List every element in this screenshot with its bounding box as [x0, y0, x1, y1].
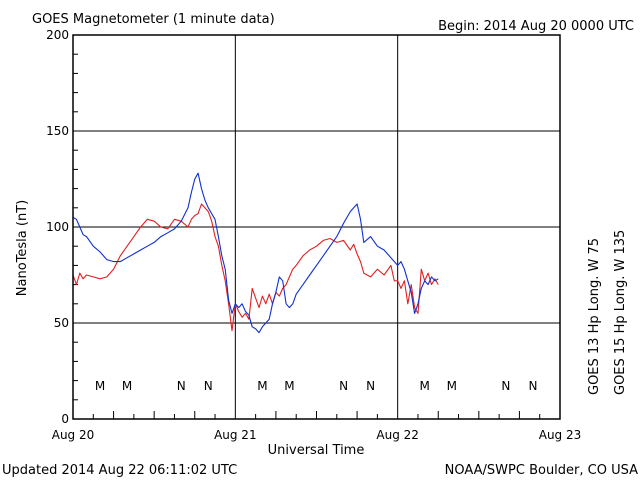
legend-goes15: GOES 15 Hp Long. W 135 — [613, 230, 628, 395]
mn-marker: N — [501, 379, 510, 393]
x-tick-label: Aug 23 — [539, 428, 582, 442]
mn-marker: M — [420, 379, 430, 393]
mn-marker: M — [257, 379, 267, 393]
mn-markers: M N M N M NM N M N M N — [95, 379, 538, 393]
mn-marker: N — [177, 379, 186, 393]
plot-frame — [72, 34, 561, 420]
frame — [72, 34, 561, 420]
y-tick-label: 100 — [46, 220, 69, 234]
chart-title: GOES Magnetometer (1 minute data) — [32, 12, 275, 27]
x-tick-labels: Aug 20 Aug 21 Aug 22 Aug 23 — [52, 428, 582, 442]
y-tick-label: 0 — [61, 412, 69, 426]
mn-marker: N — [366, 379, 375, 393]
mn-marker: M — [447, 379, 457, 393]
series-lines — [72, 172, 439, 334]
legend-goes13: GOES 13 Hp Long. W 75 — [587, 238, 602, 395]
begin-time: Begin: 2014 Aug 20 0000 UTC — [438, 19, 634, 34]
mn-marker: M — [284, 379, 294, 393]
source-credit: NOAA/SWPC Boulder, CO USA — [445, 463, 638, 478]
y-tick-label: 150 — [46, 124, 69, 138]
goes15-series-line — [72, 172, 439, 334]
grid-lines — [72, 34, 561, 420]
y-tick-label: 200 — [46, 28, 69, 42]
y-axis-label: NanoTesla (nT) — [15, 200, 30, 296]
x-tick-label: Aug 22 — [376, 428, 419, 442]
mn-marker: N — [339, 379, 348, 393]
mn-marker: N — [528, 379, 537, 393]
y-tick-label: 50 — [54, 316, 69, 330]
mn-marker: N — [204, 379, 213, 393]
mn-marker: M — [122, 379, 132, 393]
x-axis-label: Universal Time — [268, 443, 365, 458]
y-tick-labels: 0 50 100 150 200 — [46, 28, 69, 426]
x-tick-label: Aug 21 — [214, 428, 257, 442]
mn-marker: M — [95, 379, 105, 393]
goes13-series-line — [72, 203, 439, 332]
updated-time: Updated 2014 Aug 22 06:11:02 UTC — [2, 463, 237, 478]
x-tick-label: Aug 20 — [52, 428, 95, 442]
